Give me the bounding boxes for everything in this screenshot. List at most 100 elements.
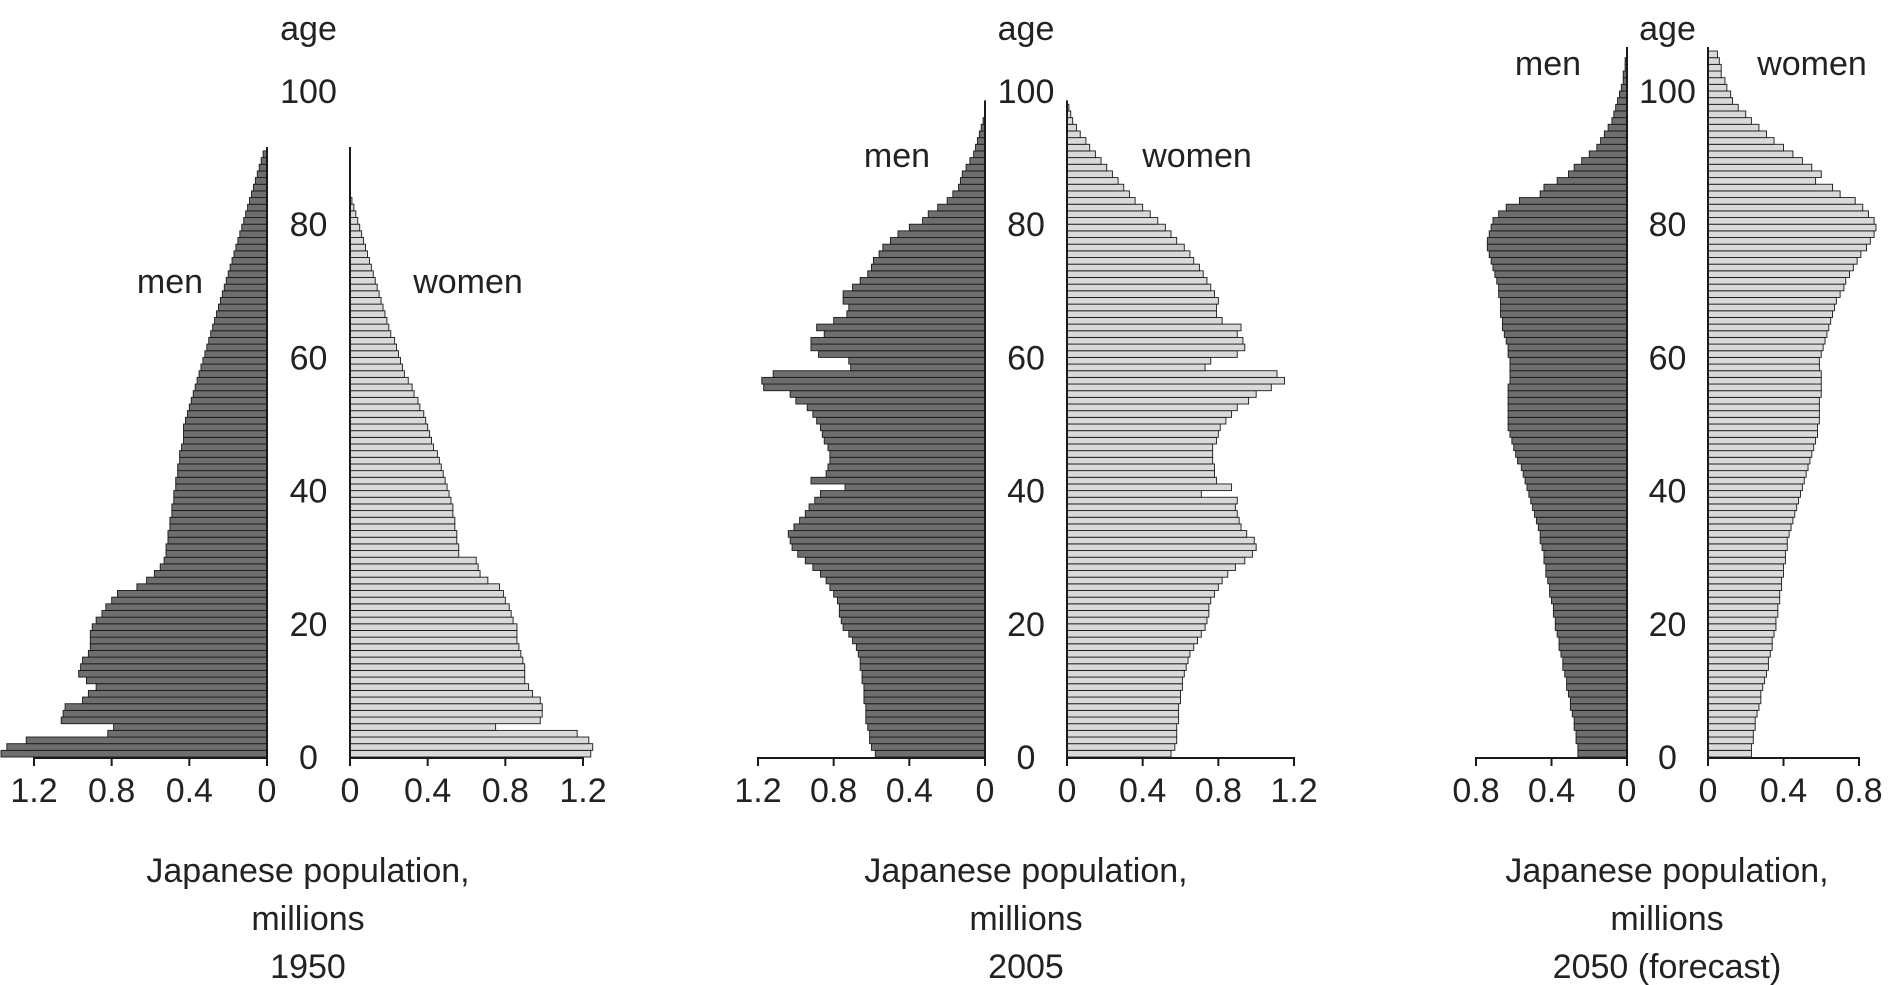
men-bar-age-6 <box>865 709 986 718</box>
women-bar-age-76 <box>1707 243 1868 252</box>
women-x-tick-label: 1.2 <box>1270 772 1317 810</box>
women-bar-age-63 <box>1066 330 1238 338</box>
women-bar-age-0 <box>1066 749 1172 758</box>
women-bar-age-50 <box>349 416 427 425</box>
men-bar-age-77 <box>237 237 268 245</box>
men-bar-age-35 <box>169 516 268 525</box>
men-bar-age-49 <box>1507 423 1628 432</box>
men-x-tick-label: 1.2 <box>10 772 57 810</box>
women-bar-age-58 <box>1707 363 1820 372</box>
women-bar-age-17 <box>1066 636 1198 645</box>
men-bar-age-51 <box>1507 410 1628 418</box>
women-bar-age-104 <box>1707 57 1720 65</box>
men-bar-age-22 <box>1552 603 1628 611</box>
women-bar-age-28 <box>1066 563 1236 571</box>
women-bar-age-48 <box>1066 430 1219 438</box>
men-bar-age-16 <box>89 643 268 651</box>
men-bar-age-8 <box>1569 696 1628 705</box>
axis-title-line2: millions <box>1610 900 1723 938</box>
women-bar-age-45 <box>349 450 438 458</box>
women-bar-age-27 <box>1707 570 1784 578</box>
men-bar-age-44 <box>829 456 986 465</box>
women-bar-age-24 <box>1066 590 1216 598</box>
men-bar-age-84 <box>1539 190 1628 199</box>
men-bar-age-41 <box>175 476 268 485</box>
women-bar-age-37 <box>1707 503 1798 512</box>
women-bar-age-33 <box>349 530 458 538</box>
men-bar-age-90 <box>1588 150 1628 159</box>
men-bar-age-15 <box>857 649 986 658</box>
men-bar-age-98 <box>1617 97 1628 105</box>
men-bar-age-81 <box>927 210 986 218</box>
men-bar-age-51 <box>812 410 986 418</box>
men-bar-age-37 <box>808 503 986 512</box>
age-tick-label: 100 <box>1639 73 1696 111</box>
women-bar-age-84 <box>1066 190 1130 199</box>
women-bar-age-43 <box>349 463 442 472</box>
women-bar-age-19 <box>1707 623 1777 631</box>
men-bar-age-2 <box>25 736 268 745</box>
men-bar-age-4 <box>113 723 268 731</box>
age-tick-label: 0 <box>299 739 318 777</box>
men-bar-age-70 <box>1498 283 1628 292</box>
men-bar-age-48 <box>183 430 268 438</box>
women-bar-age-66 <box>349 310 386 318</box>
men-bar-age-73 <box>1492 263 1628 272</box>
women-bar-age-59 <box>1066 356 1212 365</box>
women-bar-age-2 <box>1066 736 1178 745</box>
women-bar-age-91 <box>1066 143 1091 152</box>
women-bar-age-5 <box>349 716 541 725</box>
men-bar-age-24 <box>833 590 986 598</box>
men-bar-age-27 <box>1545 570 1628 578</box>
men-bar-age-67 <box>848 303 986 312</box>
women-bar-age-58 <box>1066 363 1206 372</box>
women-bar-age-10 <box>1707 683 1764 691</box>
men-bar-age-91 <box>975 143 986 152</box>
women-bar-age-18 <box>1066 630 1202 638</box>
women-bar-age-34 <box>1066 523 1242 532</box>
women-bar-age-82 <box>1066 203 1144 212</box>
men-bar-age-46 <box>827 443 986 452</box>
men-bar-age-82 <box>247 203 268 212</box>
men-bar-age-1 <box>1577 743 1628 751</box>
men-bar-age-85 <box>958 183 986 192</box>
men-bar-age-29 <box>1543 556 1628 565</box>
women-bar-age-2 <box>1707 736 1754 745</box>
men-bar-age-75 <box>878 250 986 258</box>
women-bar-age-6 <box>1707 709 1758 718</box>
women-bar-age-76 <box>349 243 366 252</box>
women-bar-age-40 <box>1707 483 1803 492</box>
women-bar-age-18 <box>349 630 518 638</box>
women-bar-age-17 <box>1707 636 1773 645</box>
women-bar-age-77 <box>1066 237 1178 245</box>
women-bar-age-6 <box>1066 709 1180 718</box>
women-bar-age-60 <box>349 350 399 358</box>
women-bar-age-10 <box>1066 683 1183 691</box>
women-bar-age-52 <box>1066 403 1238 412</box>
women-bar-age-30 <box>1066 550 1253 558</box>
women-x-tick-label: 0.8 <box>1835 772 1882 810</box>
men-bar-age-45 <box>179 450 268 458</box>
men-bar-age-23 <box>837 596 986 605</box>
women-bar-age-97 <box>1707 103 1739 112</box>
women-bar-age-64 <box>349 323 390 332</box>
women-bar-age-36 <box>1707 510 1796 518</box>
men-bar-age-18 <box>848 630 986 638</box>
men-bar-age-60 <box>818 350 986 358</box>
women-bar-age-1 <box>349 743 594 751</box>
women-bar-age-42 <box>349 470 444 478</box>
women-bar-age-47 <box>1066 436 1217 445</box>
men-bar-age-49 <box>819 423 986 432</box>
women-bar-age-38 <box>1707 496 1800 505</box>
women-bar-age-57 <box>1707 370 1822 378</box>
women-bar-age-40 <box>349 483 448 492</box>
women-bar-age-59 <box>349 356 401 365</box>
men-bar-age-36 <box>1534 510 1628 518</box>
men-x-tick-label: 0 <box>976 772 995 810</box>
men-bar-age-20 <box>840 616 986 625</box>
women-bar-age-72 <box>1066 270 1204 278</box>
women-bar-age-100 <box>1707 83 1728 92</box>
men-bar-age-5 <box>60 716 268 725</box>
